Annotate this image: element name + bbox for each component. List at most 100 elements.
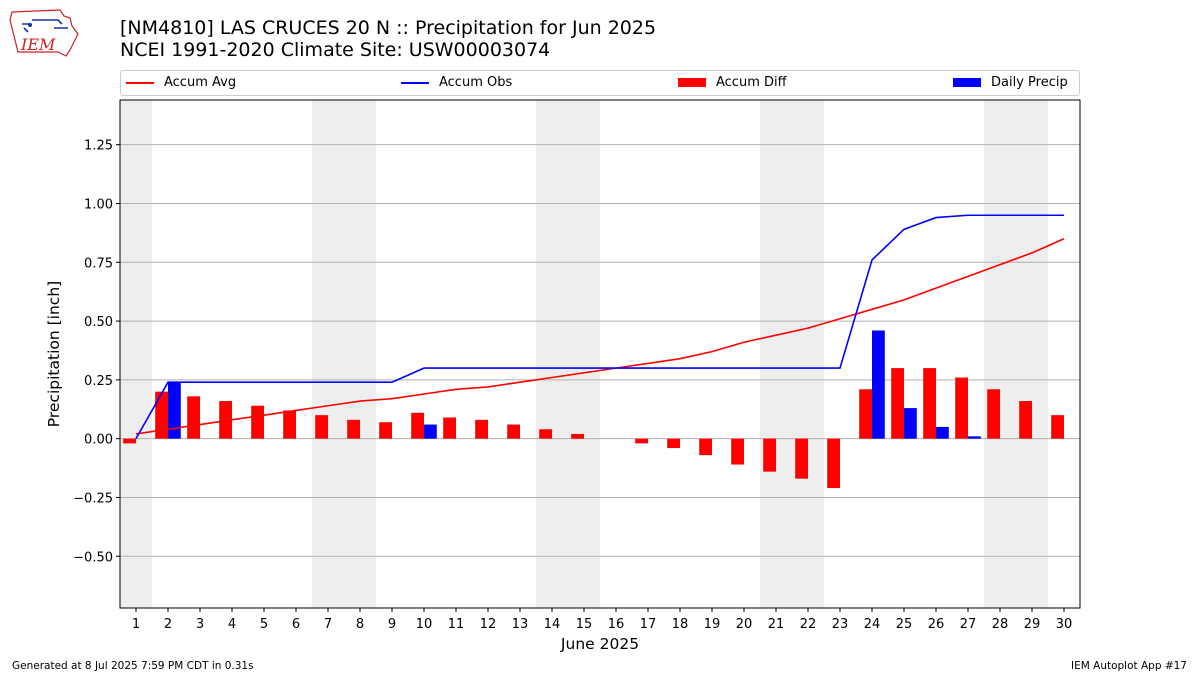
legend-swatch-accum-obs [401,81,429,84]
accum-diff-bar [827,438,840,489]
legend-label-accum-diff: Accum Diff [716,75,787,90]
x-tick-label: 17 [640,617,657,632]
x-tick-label: 18 [672,617,689,632]
accum-diff-bar [955,377,968,439]
x-tick-label: 14 [544,617,561,632]
y-tick-label: 0.75 [84,256,113,271]
daily-precip-bar [168,382,181,439]
x-tick-label: 20 [736,617,753,632]
legend-item-daily-precip: Daily Precip [953,75,1068,90]
accum-diff-bar [891,368,904,439]
x-tick-label: 28 [992,617,1009,632]
x-tick-label: 7 [324,617,332,632]
accum-diff-bar [859,389,872,439]
accum-diff-bar [155,391,168,439]
accum-diff-bar [731,438,744,465]
accum-diff-bar [443,417,456,439]
x-tick-label: 11 [448,617,465,632]
y-tick-label: 0.00 [84,433,113,448]
accum-diff-bar [667,438,680,449]
weekend-shade-2 [536,100,600,608]
legend: Accum Avg Accum Obs Accum Diff Daily Pre… [120,70,1080,96]
accum-obs-line [135,214,1064,440]
weekend-shade-0 [120,100,152,608]
accum-diff-bar [475,419,488,439]
accum-diff-bar [347,419,360,439]
y-tick-label: 0.25 [84,374,113,389]
legend-item-accum-avg: Accum Avg [126,75,236,90]
plot-frame [119,99,1081,609]
accum-diff-bar [1051,415,1064,439]
x-tick-label: 13 [512,617,529,632]
accum-diff-bar [699,438,712,456]
legend-item-accum-obs: Accum Obs [401,75,512,90]
x-tick-label: 30 [1056,617,1073,632]
x-tick-label: 4 [228,617,236,632]
chart-title: [NM4810] LAS CRUCES 20 N :: Precipitatio… [120,17,657,39]
x-tick-label: 9 [388,617,396,632]
legend-swatch-accum-diff [678,78,706,87]
accum-diff-bar [219,401,232,439]
y-tick-label: −0.50 [73,550,113,565]
iem-logo-text: IEM [20,35,56,54]
x-tick-label: 1 [132,617,140,632]
accum-diff-bar [251,405,264,439]
x-tick-label: 15 [576,617,593,632]
x-tick-label: 29 [1024,617,1041,632]
daily-precip-bar [936,426,949,439]
x-tick-label: 6 [292,617,300,632]
accum-diff-bar [123,438,136,444]
legend-label-accum-avg: Accum Avg [164,75,237,90]
y-axis-label: Precipitation [inch] [45,281,63,427]
accum-diff-bar [571,433,584,439]
accum-diff-bar [411,412,424,439]
x-tick-label: 19 [704,617,721,632]
y-tick-label: 1.00 [84,197,113,212]
daily-precip-bar [968,436,981,439]
x-tick-label: 22 [800,617,817,632]
x-tick-label: 25 [896,617,913,632]
x-axis-label: June 2025 [560,635,639,653]
x-tick-label: 21 [768,617,785,632]
daily-precip-bar [872,330,885,439]
x-tick-label: 23 [832,617,849,632]
x-tick-label: 2 [164,617,172,632]
accum-diff-bar [987,389,1000,439]
legend-label-accum-obs: Accum Obs [439,75,513,90]
iem-logo: IEM [9,9,79,57]
accum-diff-bar [539,429,552,439]
accum-diff-bar [283,410,296,439]
x-tick-label: 16 [608,617,625,632]
accum-diff-bar [187,396,200,439]
x-tick-label: 12 [480,617,497,632]
x-tick-label: 8 [356,617,364,632]
accum-diff-bar [1019,401,1032,439]
footer-app: IEM Autoplot App #17 [1071,660,1187,672]
accum-diff-bar [923,368,936,439]
y-tick-label: 1.25 [84,139,113,154]
accum-diff-bar [507,424,520,439]
accum-diff-bar [315,415,328,439]
x-tick-label: 27 [960,617,977,632]
legend-item-accum-diff: Accum Diff [678,75,787,90]
x-tick-label: 10 [416,617,433,632]
weekend-shade-3 [760,100,824,608]
daily-precip-bar [904,408,917,439]
y-tick-label: 0.50 [84,315,113,330]
x-tick-label: 3 [196,617,204,632]
weekend-shade-1 [312,100,376,608]
x-tick-label: 5 [260,617,268,632]
legend-swatch-daily-precip [953,78,981,87]
legend-swatch-accum-avg [126,81,154,84]
weekend-shade-4 [984,100,1048,608]
accum-diff-bar [763,438,776,472]
accum-diff-bar [795,438,808,479]
x-tick-label: 26 [928,617,945,632]
accum-diff-bar [635,438,648,444]
iowa-outline [9,9,79,57]
accum-avg-line [135,238,1065,435]
chart-subtitle: NCEI 1991-2020 Climate Site: USW00003074 [120,39,551,61]
y-tick-label: −0.25 [73,491,113,506]
footer-generated: Generated at 8 Jul 2025 7:59 PM CDT in 0… [12,660,254,672]
